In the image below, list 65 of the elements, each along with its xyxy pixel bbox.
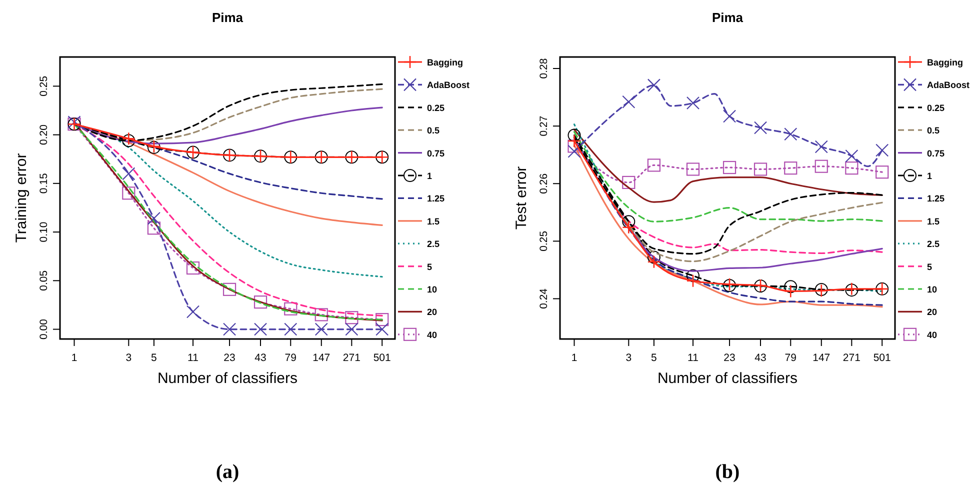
y-tick-label: 0.20 <box>38 124 50 146</box>
legend-label: AdaBoost <box>927 80 970 90</box>
y-tick-label: 0.27 <box>538 116 550 136</box>
x-tick-label: 147 <box>312 352 330 364</box>
x-tick-label: 79 <box>784 352 797 364</box>
legend-label: 20 <box>927 307 938 318</box>
y-tick-label: 0.00 <box>38 318 50 340</box>
x-tick-label: 1 <box>71 352 78 364</box>
x-tick-label: 501 <box>373 352 392 364</box>
x-tick-label: 23 <box>224 352 236 364</box>
x-tick-label: 43 <box>754 352 767 364</box>
legend-label: 40 <box>927 330 938 340</box>
legend-label: 0.75 <box>927 148 945 158</box>
legend-label: 0.25 <box>427 102 445 113</box>
legend-label: 1 <box>927 171 932 181</box>
legend-label: 1.25 <box>427 194 445 204</box>
y-tick-label: 0.25 <box>538 230 550 252</box>
x-tick-label: 11 <box>688 352 699 364</box>
legend-label: 40 <box>427 330 438 340</box>
x-tick-label: 3 <box>626 352 632 364</box>
legend-label: 1 <box>427 171 432 181</box>
chart-title: Pima <box>712 10 744 25</box>
x-tick-label: 11 <box>188 352 199 364</box>
x-tick-label: 271 <box>342 352 361 364</box>
legend-label: 5 <box>427 262 432 272</box>
legend-label: 10 <box>927 284 938 294</box>
legend-label: 1.25 <box>927 194 945 204</box>
x-tick-label: 1 <box>571 352 578 364</box>
y-axis-title: Training error <box>13 153 30 243</box>
x-tick-label: 501 <box>873 352 892 364</box>
y-axis-title: Test error <box>513 166 530 230</box>
x-tick-label: 5 <box>151 352 158 364</box>
legend-label: AdaBoost <box>427 80 470 90</box>
y-tick-label: 0.26 <box>538 173 550 194</box>
legend-label: 5 <box>927 262 932 272</box>
legend-label: 2.5 <box>927 239 940 250</box>
x-tick-label: 5 <box>651 352 658 364</box>
x-axis-title: Number of classifiers <box>157 370 298 387</box>
legend-label: 1.5 <box>927 216 940 226</box>
y-tick-label: 0.10 <box>38 222 50 242</box>
chart-title: Pima <box>212 10 244 25</box>
x-tick-label: 23 <box>724 352 736 364</box>
y-tick-label: 0.25 <box>38 76 50 96</box>
legend-label: 0.25 <box>927 102 945 113</box>
legend-label: 10 <box>427 284 438 294</box>
legend-label: Bagging <box>427 58 463 68</box>
y-tick-label: 0.05 <box>38 270 50 291</box>
x-tick-label: 147 <box>812 352 830 364</box>
y-tick-label: 0.15 <box>38 173 50 194</box>
legend-label: 0.5 <box>927 126 940 136</box>
legend-label: 2.5 <box>427 239 440 250</box>
legend-label: 0.75 <box>427 148 445 158</box>
text: (a) <box>216 461 240 483</box>
x-axis-title: Number of classifiers <box>657 370 798 387</box>
x-tick-label: 43 <box>254 352 267 364</box>
x-tick-label: 3 <box>126 352 132 364</box>
y-tick-label: 0.24 <box>538 288 550 309</box>
y-tick-label: 0.28 <box>538 58 550 79</box>
legend-label: 0.5 <box>427 126 440 136</box>
x-tick-label: 79 <box>284 352 297 364</box>
legend-label: 1.5 <box>427 216 440 226</box>
text: (b) <box>715 461 740 483</box>
x-tick-label: 271 <box>842 352 861 364</box>
legend-label: Bagging <box>927 58 963 68</box>
legend-label: 20 <box>427 307 438 318</box>
